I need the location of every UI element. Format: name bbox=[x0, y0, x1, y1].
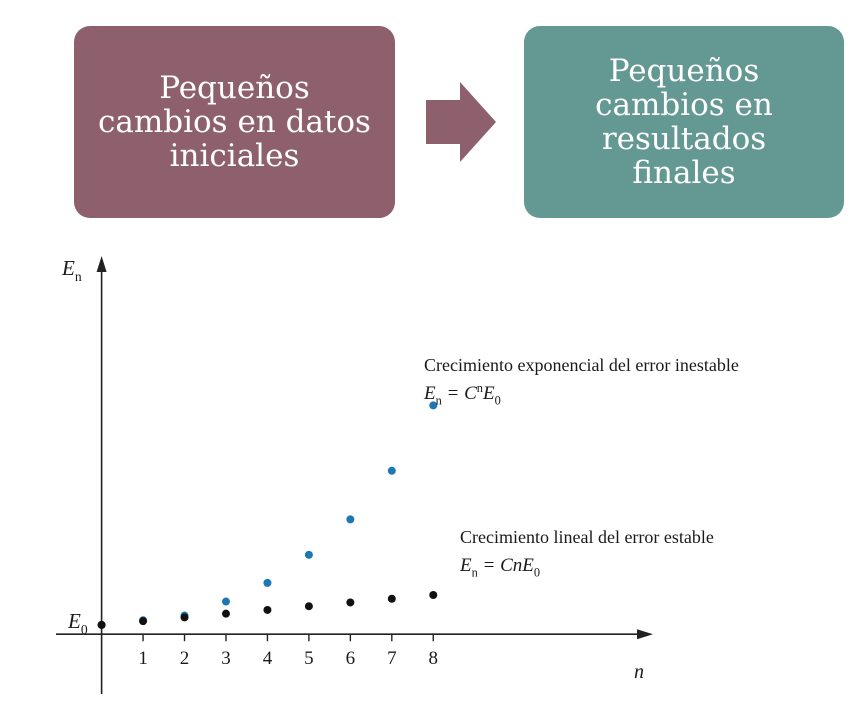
x-tick-label: 1 bbox=[138, 648, 148, 669]
y-axis-arrowhead bbox=[96, 256, 107, 272]
stable-error-point bbox=[263, 605, 272, 614]
stable-error-point bbox=[221, 609, 230, 618]
x-tick-label: 3 bbox=[221, 648, 231, 669]
stable-series-name: Crecimiento lineal del error estable bbox=[460, 527, 714, 547]
stable-error-point bbox=[387, 594, 396, 603]
stable-error-point bbox=[139, 617, 148, 626]
x-ticks: 1 2 3 4 5 6 7 8 bbox=[138, 634, 438, 669]
unstable-series-formula: En = CnE0 bbox=[423, 381, 501, 408]
unstable-error-point bbox=[221, 597, 230, 606]
unstable-series-name: Crecimiento exponencial del error inesta… bbox=[424, 355, 739, 375]
x-tick-label: 8 bbox=[429, 648, 439, 669]
x-axis-label: n bbox=[634, 661, 644, 683]
x-tick-label: 2 bbox=[180, 648, 190, 669]
right-arrow-icon bbox=[426, 82, 496, 162]
x-tick-label: 5 bbox=[304, 648, 314, 669]
stable-series-formula: En = CnE0 bbox=[459, 555, 540, 579]
y-axis-label: En bbox=[61, 256, 82, 284]
stable-error-point bbox=[180, 613, 189, 622]
x-tick-label: 4 bbox=[263, 648, 273, 669]
unstable-error-point bbox=[346, 515, 355, 524]
stable-error-point bbox=[304, 602, 313, 611]
chart-axes bbox=[56, 256, 653, 694]
x-axis-arrowhead bbox=[637, 629, 653, 640]
data-points bbox=[97, 401, 438, 629]
unstable-error-point bbox=[387, 466, 396, 475]
final-results-text: Pequeños cambios en resultados finales bbox=[595, 52, 773, 192]
initial-data-text: Pequeños cambios en datos iniciales bbox=[98, 69, 371, 175]
final-results-box: Pequeños cambios en resultados finales bbox=[524, 26, 844, 218]
unstable-error-point bbox=[429, 401, 438, 410]
x-tick-label: 6 bbox=[346, 648, 356, 669]
x-tick-label: 7 bbox=[387, 648, 397, 669]
origin-point bbox=[97, 620, 106, 629]
unstable-error-point bbox=[304, 550, 313, 559]
stable-error-point bbox=[429, 591, 438, 600]
y-tick-label-e0: E0 bbox=[67, 609, 88, 637]
stable-error-point bbox=[346, 598, 355, 607]
unstable-error-point bbox=[263, 578, 272, 587]
initial-data-box: Pequeños cambios en datos iniciales bbox=[74, 26, 395, 218]
chart-labels: En n E0 Crecimiento exponencial del error i… bbox=[61, 256, 739, 683]
